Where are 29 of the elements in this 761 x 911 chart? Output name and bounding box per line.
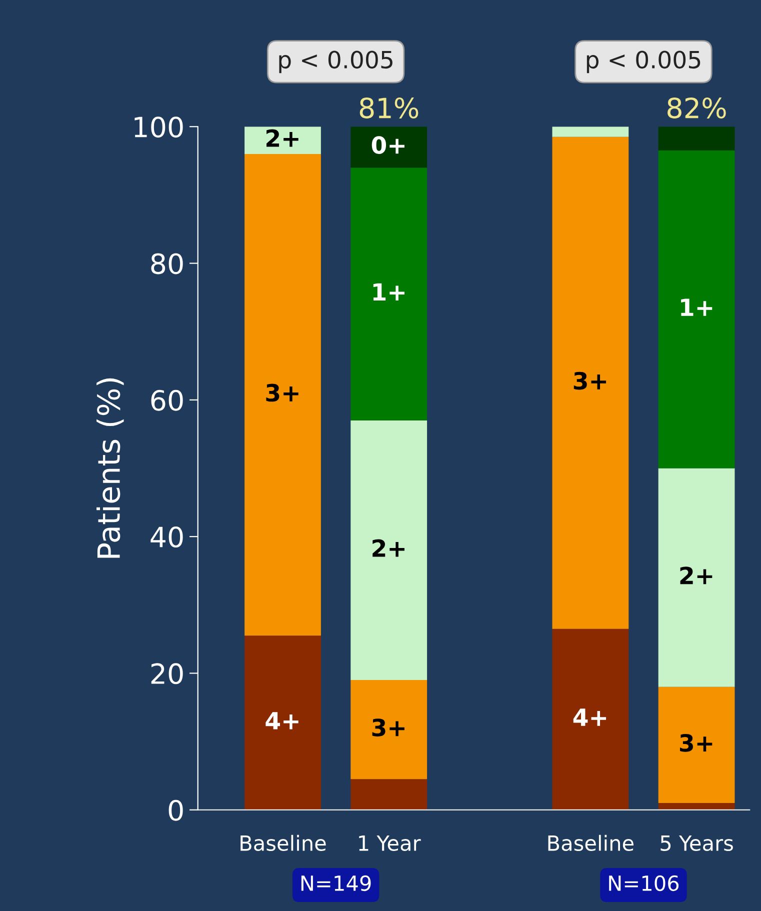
data-label: 4+	[573, 708, 606, 726]
y-tick-label: 40	[150, 526, 183, 548]
x-tick-label: Baseline	[548, 834, 634, 852]
annotation: 82%	[668, 97, 726, 118]
data-label: 1+	[373, 283, 404, 301]
text: p < 0.005	[586, 50, 700, 74]
y-tick-label: 20	[151, 663, 183, 684]
data-label: 1+	[681, 298, 712, 316]
y-axis-title: Patients (%)	[96, 378, 124, 558]
y-tick-label: 0	[168, 800, 183, 821]
data-label: 4+	[266, 712, 298, 730]
data-label: 3+	[266, 384, 298, 402]
x-tick-label: 5 Years	[660, 836, 733, 852]
x-tick-label: Baseline	[240, 834, 326, 852]
y-tick-label: 100	[134, 116, 183, 138]
text: N=149	[301, 875, 371, 892]
data-label: 0+	[372, 136, 404, 154]
data-label: 2+	[680, 566, 712, 584]
annotation: 81%	[360, 97, 418, 118]
y-tick-label: 60	[151, 390, 183, 411]
data-label: 2+	[372, 539, 404, 557]
text: p < 0.005	[279, 50, 392, 74]
data-label: 2+	[266, 129, 298, 147]
text: N=106	[609, 875, 679, 892]
data-label: 3+	[680, 734, 712, 752]
data-label: 3+	[372, 718, 404, 736]
data-label: 3+	[574, 372, 606, 390]
y-tick-label: 80	[151, 253, 183, 274]
x-tick-label: 1 Year	[359, 836, 421, 852]
